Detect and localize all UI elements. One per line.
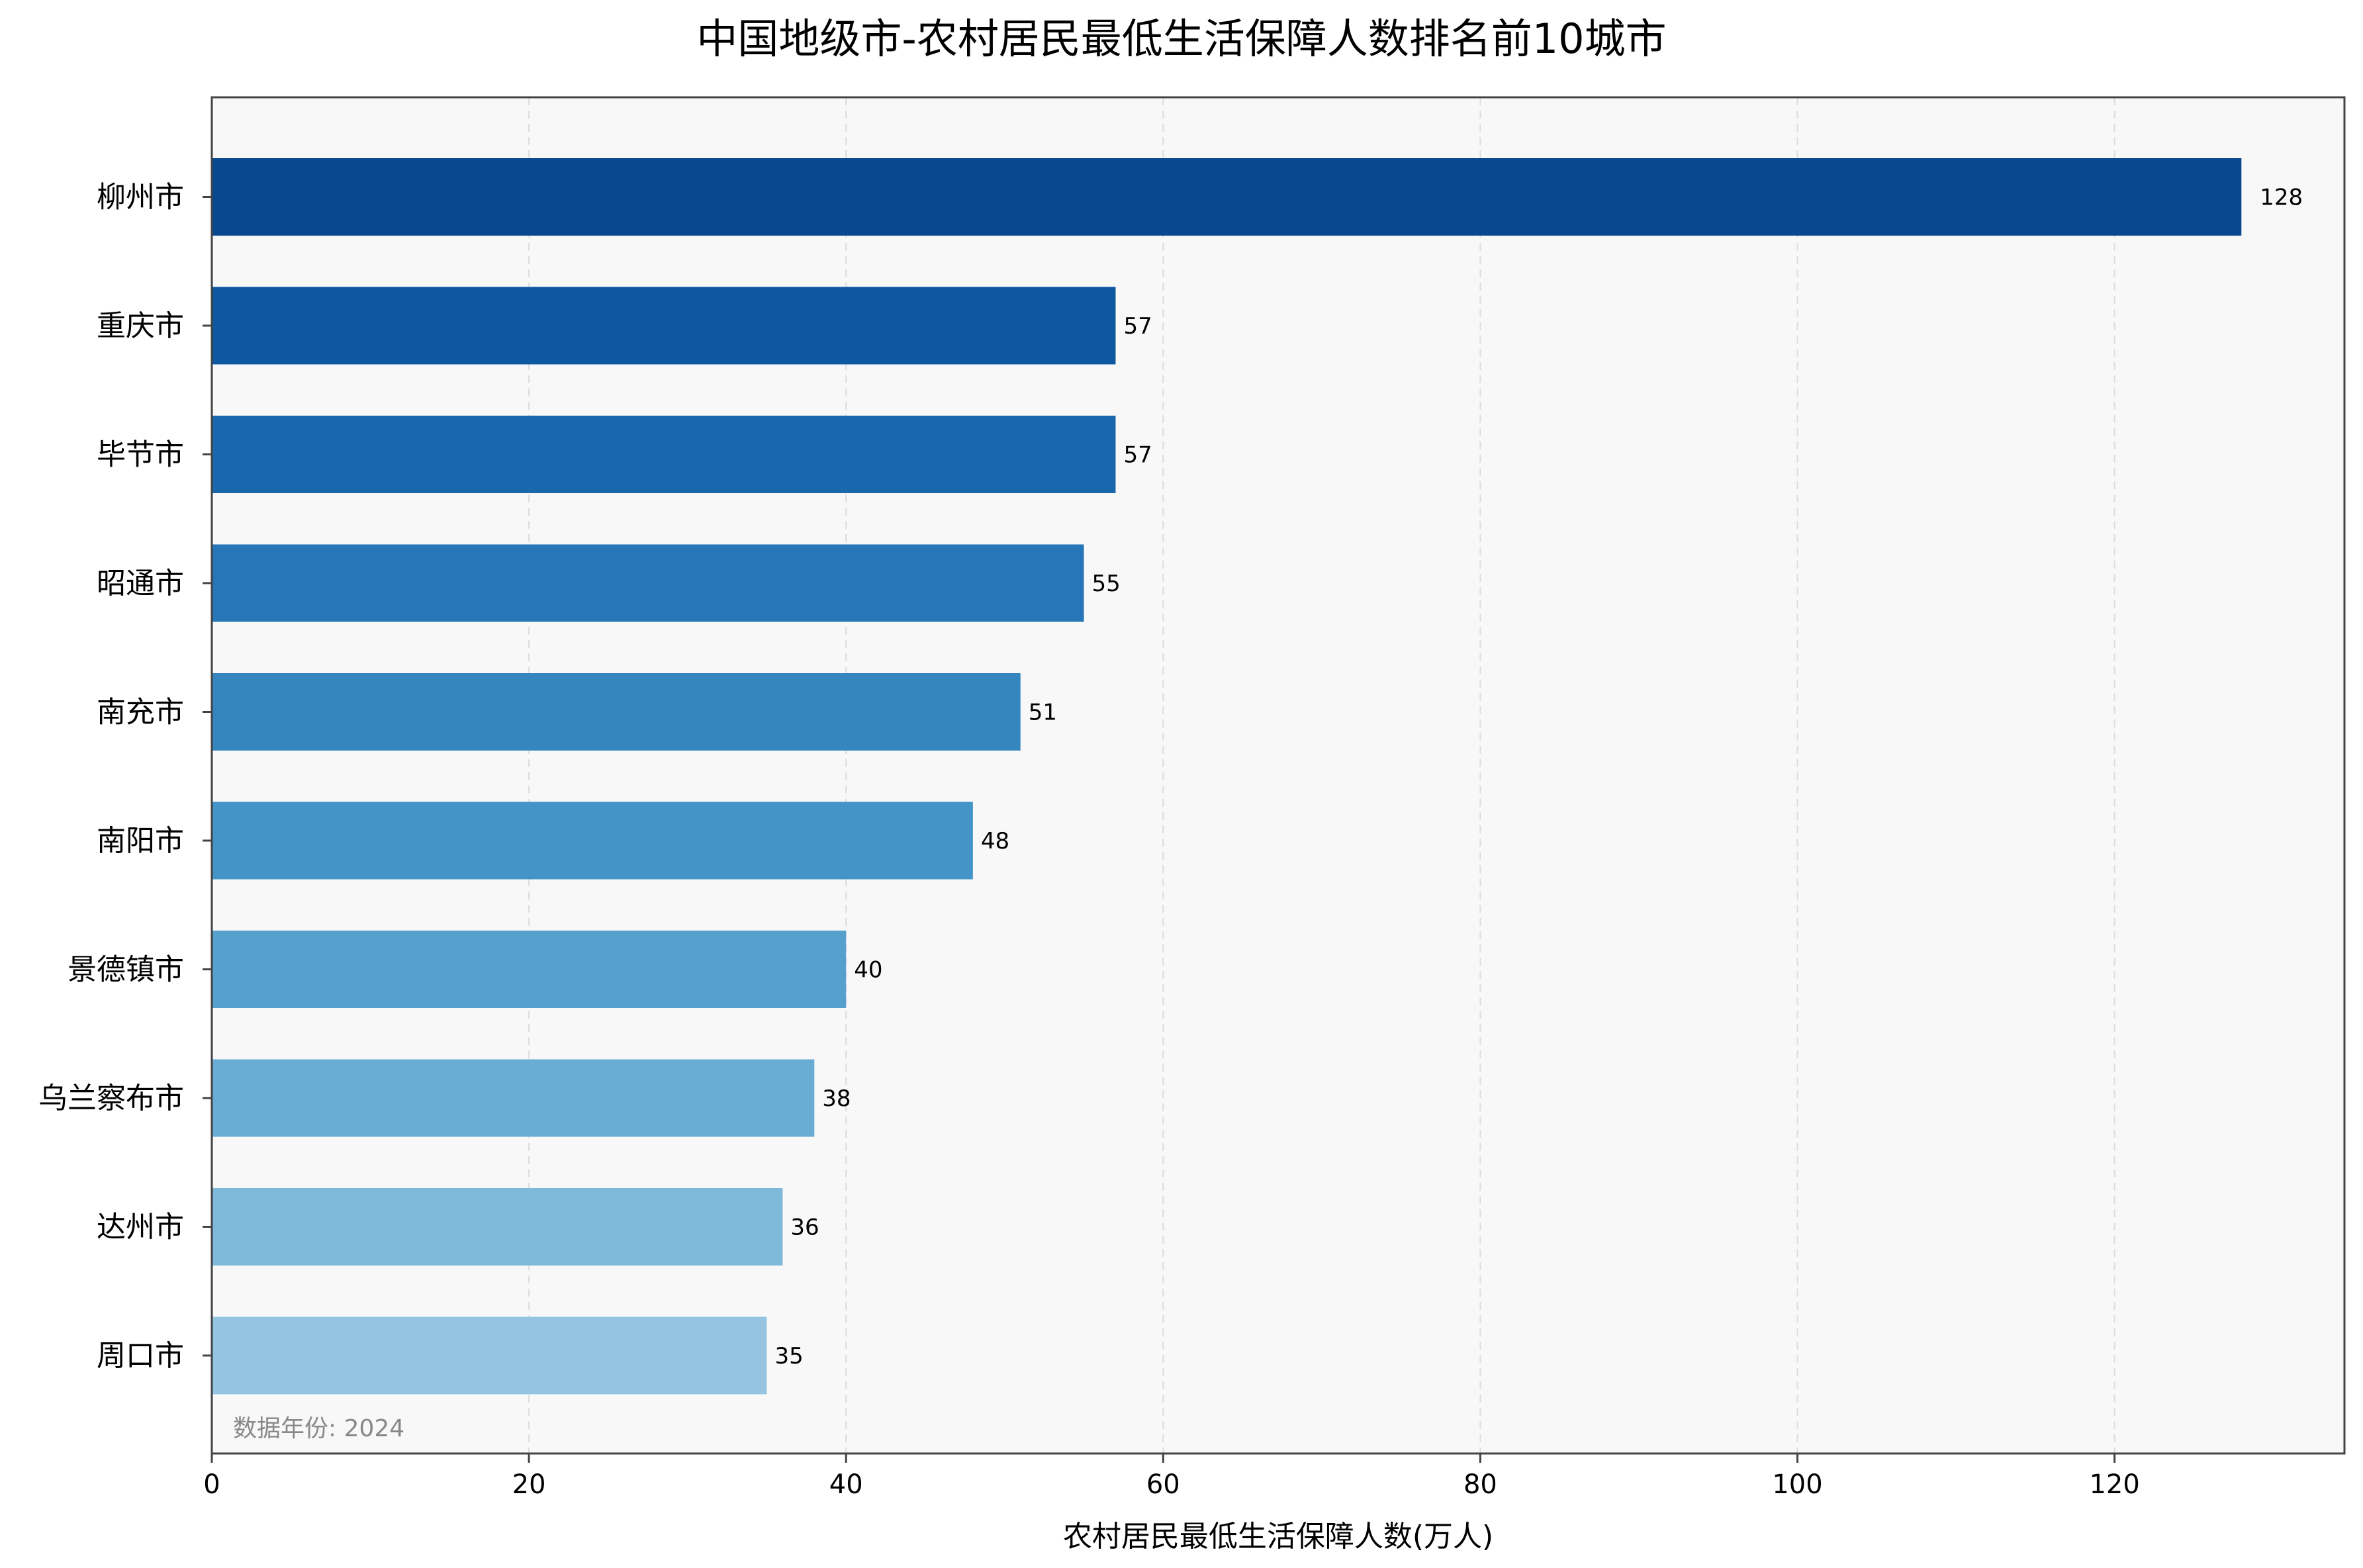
value-label: 40 (854, 957, 882, 984)
value-label: 57 (1123, 313, 1152, 340)
plot-frame (210, 96, 2346, 1455)
value-label: 36 (790, 1215, 819, 1241)
y-tick-label: 乌兰察布市 (38, 1082, 184, 1115)
y-tick-label: 柳州市 (97, 181, 184, 214)
bar (212, 544, 1084, 622)
x-tick-label: 20 (512, 1469, 546, 1500)
data-year-note: 数据年份: 2024 (233, 1415, 404, 1442)
y-tick-label: 景德镇市 (68, 953, 184, 987)
x-axis-label: 农村居民最低生活保障人数(万人) (1063, 1520, 1493, 1553)
chart-title: 中国地级市-农村居民最低生活保障人数排名前10城市 (696, 15, 1666, 63)
y-tick-label: 重庆市 (97, 309, 184, 343)
bar (212, 1188, 783, 1266)
bar (212, 416, 1116, 493)
value-label: 128 (2260, 185, 2303, 211)
bar (212, 673, 1021, 751)
x-tick-label: 60 (1146, 1469, 1180, 1500)
value-label: 38 (822, 1085, 851, 1112)
y-tick-label: 南充市 (97, 696, 184, 729)
x-tick-label: 80 (1463, 1469, 1497, 1500)
bar (212, 1316, 767, 1395)
bars (212, 158, 2242, 1395)
bar (212, 802, 973, 880)
value-labels: 128 57 57 55 51 48 40 38 36 35 (774, 185, 2303, 1370)
value-label: 35 (774, 1343, 803, 1369)
x-tick-label: 120 (2089, 1469, 2139, 1500)
x-tick-label: 0 (203, 1469, 220, 1500)
bar (212, 287, 1116, 365)
y-tick-label: 达州市 (97, 1211, 184, 1244)
x-tick-label: 100 (1772, 1469, 1822, 1500)
y-tick-label: 昭通市 (97, 567, 184, 600)
bar (212, 158, 2242, 236)
y-tick-label: 南阳市 (97, 824, 184, 858)
value-label: 51 (1029, 700, 1057, 726)
bar (212, 931, 847, 1008)
value-label: 48 (981, 828, 1009, 854)
x-axis-ticks: 0 20 40 60 80 100 120 (203, 1453, 2140, 1500)
value-label: 57 (1123, 442, 1152, 469)
y-tick-label: 毕节市 (97, 438, 184, 472)
x-tick-label: 40 (829, 1469, 863, 1500)
bar (212, 1059, 815, 1137)
value-label: 55 (1092, 571, 1121, 597)
y-tick-label: 周口市 (97, 1339, 184, 1373)
